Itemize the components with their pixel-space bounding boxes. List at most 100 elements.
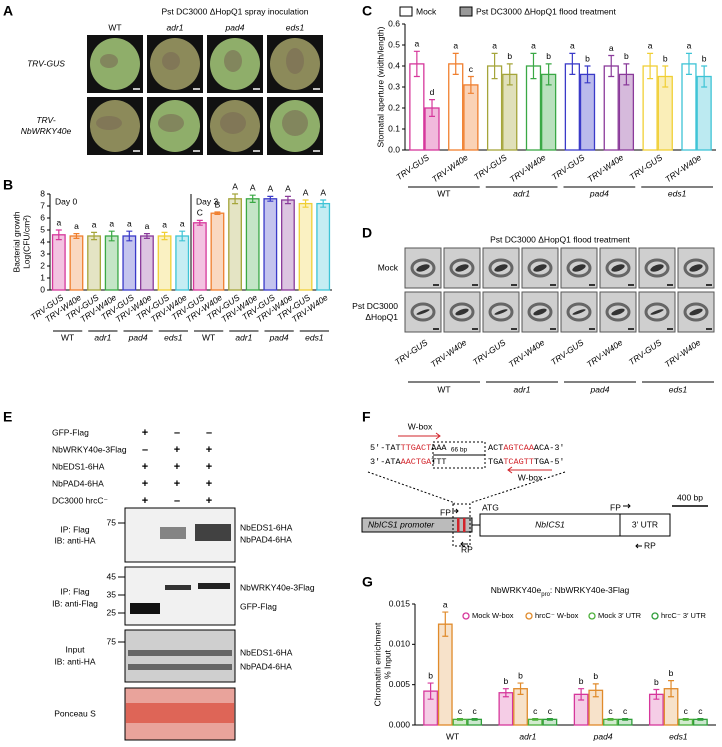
leaf-lesion [224, 50, 242, 72]
significance-letter: c [458, 706, 463, 716]
error-bar [108, 230, 115, 242]
column-label: eds1 [286, 22, 305, 32]
sign: + [174, 461, 180, 473]
condition-label: DC3000 hrcC⁻ [52, 495, 108, 505]
x-tick-label: TRV-GUS [472, 152, 509, 182]
significance-letter: a [180, 218, 185, 228]
size-marker: 75 [107, 636, 117, 646]
primer-label: RP [461, 544, 473, 554]
gene-label: NbICS1 [535, 519, 565, 529]
row-label: Pst DC3000 [352, 301, 398, 311]
significance-letter: b [428, 670, 433, 680]
x-tick-label: WT [446, 731, 459, 741]
stomatal-pore [494, 264, 508, 272]
significance-letter: b [503, 676, 508, 686]
sign: + [174, 478, 180, 490]
band [195, 524, 231, 541]
significance-letter: a [145, 221, 150, 231]
stomatal-pore [650, 264, 664, 272]
error-bar [179, 230, 186, 242]
significance-letter: d [430, 87, 435, 97]
error-bar [320, 199, 327, 208]
sign: – [142, 444, 148, 456]
bar [564, 63, 580, 151]
sequence-part: ACT [488, 443, 503, 453]
panel-letter: C [362, 3, 372, 19]
guard-cells [644, 258, 670, 278]
error-bar [467, 75, 474, 94]
row-label: TRV- [36, 115, 56, 125]
y-tick-label: 2 [40, 260, 45, 270]
column-label: TRV-W40e [663, 337, 703, 369]
bar [618, 73, 635, 151]
wbox-site [457, 518, 460, 532]
bar [175, 235, 190, 291]
band-label: NbWRKY40e-3Flag [240, 582, 315, 592]
error-bar [413, 50, 420, 78]
bar [122, 235, 137, 291]
x-tick-label: eds1 [669, 731, 688, 741]
sequence-part: AGTCAA [503, 443, 535, 453]
significance-letter: A [250, 182, 256, 192]
primer-arrow [623, 503, 631, 509]
legend-swatch [399, 6, 413, 17]
significance-letter: a [74, 221, 79, 231]
significance-letter: c [469, 64, 474, 74]
error-bar [161, 231, 168, 241]
band [130, 603, 160, 614]
legend-marker [462, 612, 470, 620]
sequence-part: TTT [431, 457, 446, 467]
bar [281, 199, 295, 291]
blot-label: IB: anti-HA [54, 535, 95, 545]
wbox-arrow [398, 432, 441, 440]
condition-label: NbWRKY40e-3Flag [52, 444, 127, 454]
significance-letter: a [492, 41, 497, 51]
stomatal-pore [455, 308, 469, 316]
x-tick-label: TRV-W40e [663, 152, 703, 184]
bar [437, 623, 453, 726]
stomatal-pore [533, 308, 547, 316]
zoom-box [452, 503, 471, 547]
significance-letter: b [507, 51, 512, 61]
gap-label: 66 bp [451, 447, 468, 454]
y-tick-label: 5 [40, 224, 45, 234]
primer-arrow [452, 508, 459, 514]
significance-letter: b [624, 51, 629, 61]
y-tick-label: 0.6 [388, 18, 400, 28]
y-tick-label: 0.4 [388, 60, 400, 70]
bar [157, 235, 172, 291]
bar [463, 84, 479, 151]
panel-letter: D [362, 225, 372, 241]
guard-cells [605, 302, 631, 322]
leaf-lesion [96, 116, 122, 130]
error-bar [55, 229, 62, 241]
error-bar [456, 717, 463, 721]
column-label: TRV-W40e [429, 337, 469, 369]
significance-letter: a [92, 220, 97, 230]
bar [210, 212, 225, 291]
bar [502, 73, 518, 151]
group-label: WT [437, 384, 450, 394]
sign: + [206, 461, 212, 473]
significance-letter: A [320, 187, 326, 197]
stomatal-pore [572, 264, 586, 272]
y-tick-label: 0.0 [388, 144, 400, 154]
primer-arrow [635, 543, 642, 549]
sequence-part: 3′-ATA [370, 457, 402, 467]
significance-letter: A [303, 187, 309, 197]
group-label: eds1 [305, 332, 324, 342]
error-bar [569, 52, 576, 75]
guard-cells [410, 302, 436, 322]
error-bar [429, 99, 436, 117]
significance-letter: a [443, 599, 448, 609]
sequence-part: 5′-TAT [370, 443, 401, 453]
leaf-lesion [100, 54, 118, 68]
column-label: TRV-W40e [585, 337, 625, 369]
row-label: TRV-GUS [27, 58, 65, 68]
significance-letter: a [570, 41, 575, 51]
band-label: NbPAD4-6HA [240, 534, 292, 544]
sign: + [142, 461, 148, 473]
y-tick-label: 0.2 [388, 102, 400, 112]
significance-letter: c [548, 706, 553, 716]
error-bar [427, 682, 434, 700]
